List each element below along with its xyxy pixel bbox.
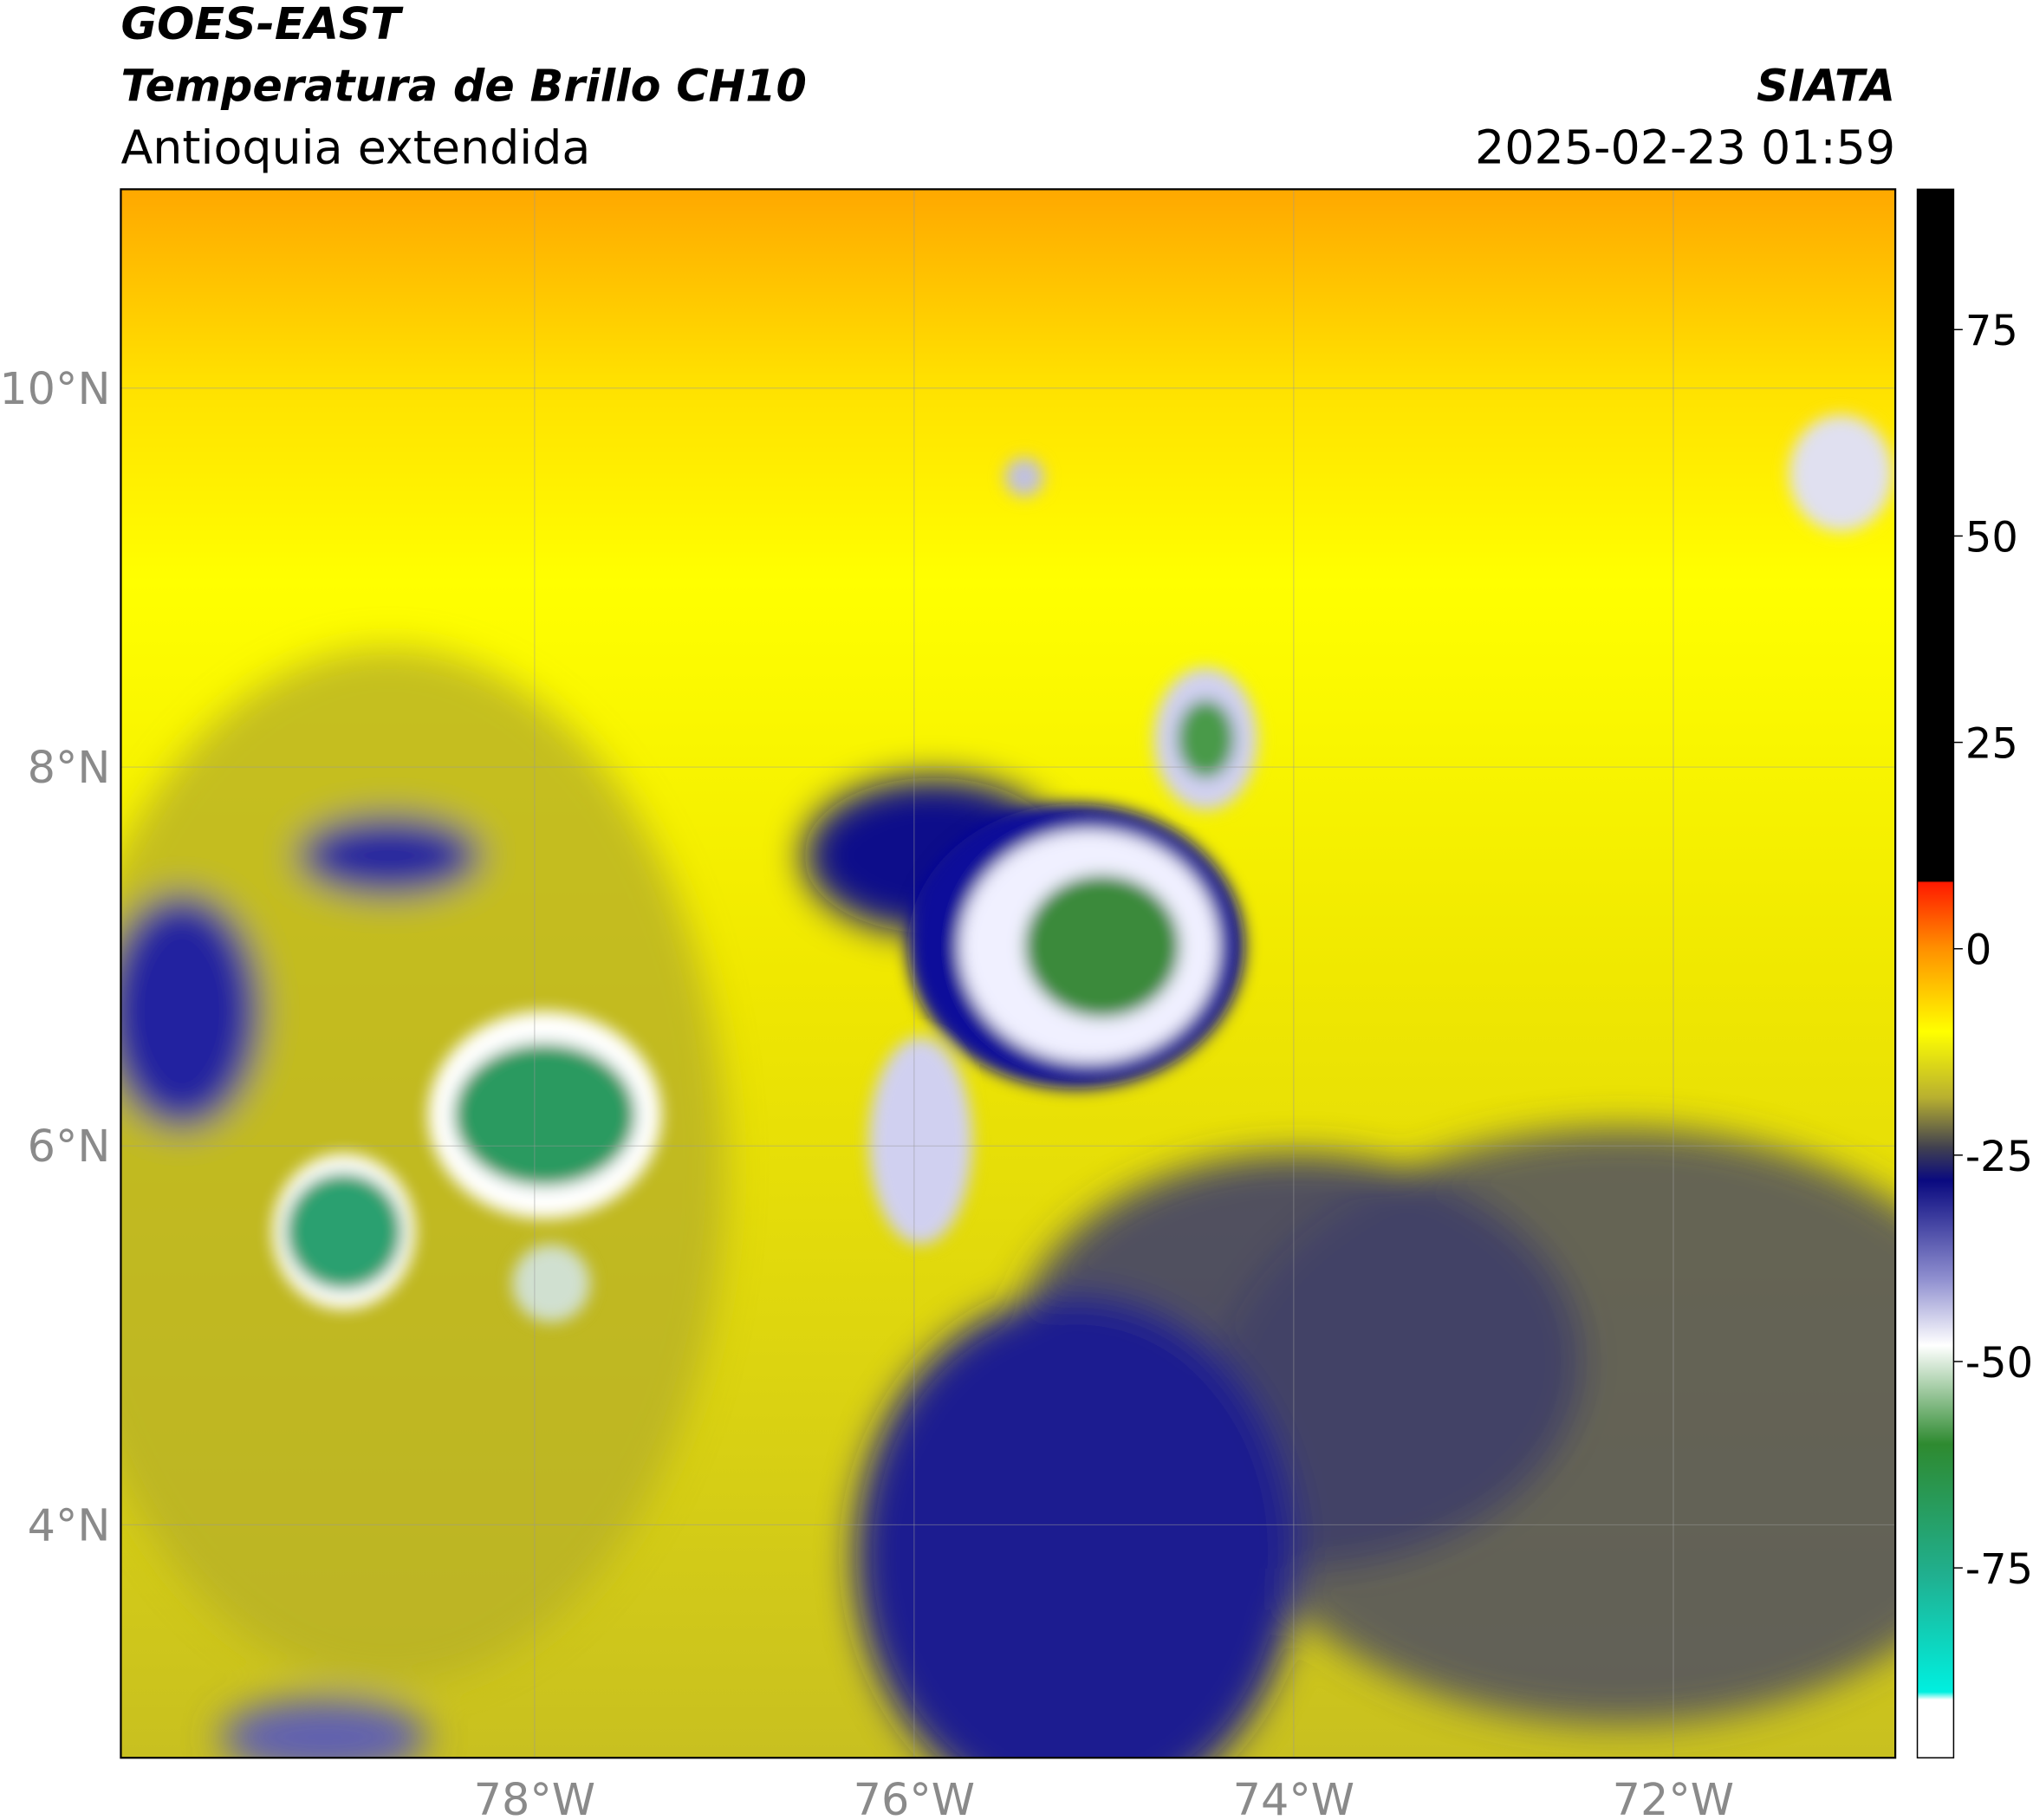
satellite: GOES-EAST (120, 0, 404, 49)
x-tick-label: 78°W (474, 1774, 595, 1820)
product: Temperatura de Brillo CH10 (120, 61, 806, 112)
y-tick-label: 6°N (28, 1121, 111, 1172)
colorbar (1916, 188, 1955, 1758)
gridlines (120, 189, 1896, 1758)
map-image (120, 189, 1896, 1758)
region: Antioquia extendida (120, 120, 590, 174)
colorbar-tick-label: 50 (1965, 514, 2018, 562)
agency: SIATA (1757, 61, 1895, 112)
x-tick-label: 72°W (1613, 1774, 1734, 1820)
colorbar-tick-label: -25 (1965, 1134, 2033, 1181)
x-tick-label: 74°W (1233, 1774, 1354, 1820)
y-tick-label: 8°N (28, 742, 111, 793)
y-tick-label: 4°N (28, 1499, 111, 1550)
colorbar-tick-label: 75 (1965, 308, 2018, 355)
map-frame (120, 188, 1897, 1759)
y-tick-label: 10°N (0, 363, 110, 414)
colorbar-tick-label: 0 (1965, 927, 1991, 975)
colorbar-tick-label: -50 (1965, 1340, 2033, 1388)
colorbar-tick-label: -75 (1965, 1546, 2033, 1594)
datetime: 2025-02-23 01:59 (1475, 120, 1895, 174)
x-tick-label: 76°W (854, 1774, 975, 1820)
convective-cores (272, 414, 1893, 1323)
colorbar-tick-label: 25 (1965, 721, 2018, 769)
